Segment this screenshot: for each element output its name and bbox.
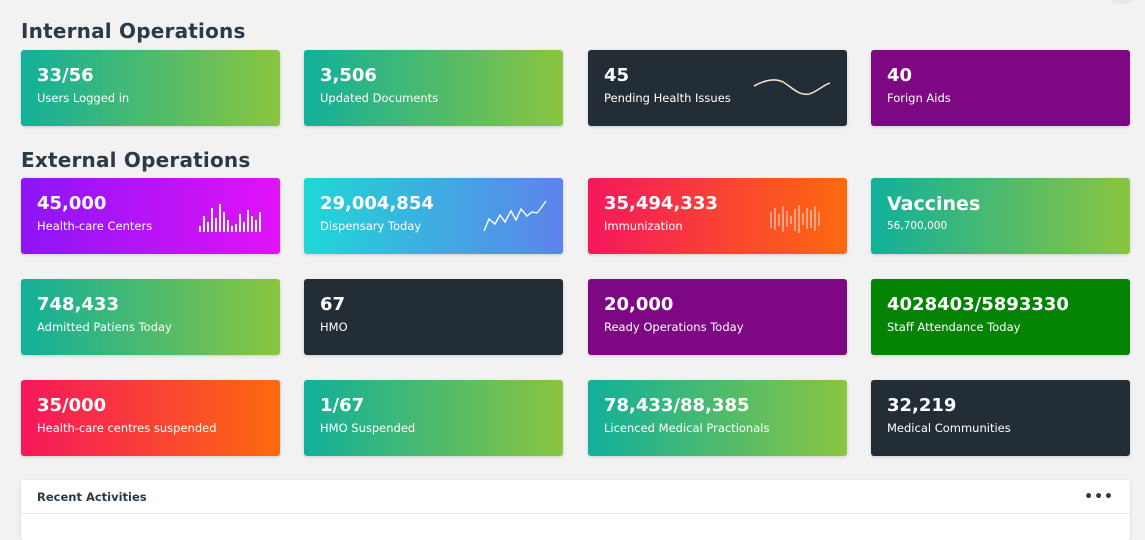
card-value: 35,494,333 (604, 193, 718, 214)
card-value: 3,506 (320, 65, 377, 86)
dispensary-today-card[interactable]: 29,004,854 Dispensary Today (304, 178, 563, 254)
card-label: Licenced Medical Practionals (604, 421, 770, 435)
card-label: Medical Communities (887, 421, 1011, 435)
card-value: 67 (320, 294, 346, 315)
staff-attendance-card[interactable]: 4028403/5893330 Staff Attendance Today (871, 279, 1130, 355)
card-value: 29,004,854 (320, 193, 434, 214)
card-value: 78,433/88,385 (604, 395, 750, 416)
pending-health-issues-card[interactable]: 45 Pending Health Issues (588, 50, 847, 126)
hmo-suspended-card[interactable]: 1/67 HMO Suspended (304, 380, 563, 456)
line-sparkline-icon (483, 200, 547, 232)
admitted-patients-card[interactable]: 748,433 Admitted Patiens Today (21, 279, 280, 355)
card-label: Admitted Patiens Today (37, 320, 172, 334)
card-label: Forign Aids (887, 91, 951, 105)
recent-activities-header: Recent Activities ••• (21, 480, 1130, 514)
card-value: Vaccines (887, 193, 981, 215)
recent-activities-title: Recent Activities (37, 489, 147, 504)
card-label: 56,700,000 (887, 220, 948, 232)
card-label: HMO Suspended (320, 421, 416, 435)
hmo-card[interactable]: 67 HMO (304, 279, 563, 355)
card-label: Immunization (604, 219, 683, 233)
users-logged-in-card[interactable]: 33/56 Users Logged in (21, 50, 280, 126)
licenced-practionals-card[interactable]: 78,433/88,385 Licenced Medical Practiona… (588, 380, 847, 456)
ready-operations-card[interactable]: 20,000 Ready Operations Today (588, 279, 847, 355)
card-value: 33/56 (37, 65, 94, 86)
centres-suspended-card[interactable]: 35/000 Health-care centres suspended (21, 380, 280, 456)
recent-activities-panel: Recent Activities ••• (21, 480, 1130, 540)
health-care-centers-card[interactable]: 45,000 Health-care Centers (21, 178, 280, 254)
card-value: 748,433 (37, 294, 119, 315)
card-value: 45 (604, 65, 630, 86)
card-label: Health-care Centers (37, 219, 153, 233)
card-label: Users Logged in (37, 91, 130, 105)
card-value: 45,000 (37, 193, 107, 214)
sparkline-wave-icon (753, 79, 831, 96)
card-value: 40 (887, 65, 913, 86)
card-label: Health-care centres suspended (37, 421, 217, 435)
card-value: 1/67 (320, 395, 365, 416)
pulse-sparkline-icon (770, 205, 820, 233)
more-horizontal-icon[interactable]: ••• (1084, 488, 1114, 505)
immunization-card[interactable]: 35,494,333 Immunization (588, 178, 847, 254)
card-label: Ready Operations Today (604, 320, 744, 334)
updated-documents-card[interactable]: 3,506 Updated Documents (304, 50, 563, 126)
forign-aids-card[interactable]: 40 Forign Aids (871, 50, 1130, 126)
card-value: 4028403/5893330 (887, 294, 1069, 315)
card-value: 35/000 (37, 395, 107, 416)
medical-communities-card[interactable]: 32,219 Medical Communities (871, 380, 1130, 456)
internal-operations-title: Internal Operations (21, 19, 246, 43)
vaccines-card[interactable]: Vaccines 56,700,000 (871, 178, 1130, 254)
card-label: HMO (320, 320, 348, 334)
card-value: 20,000 (604, 294, 674, 315)
card-label: Pending Health Issues (604, 91, 731, 105)
card-label: Dispensary Today (320, 219, 422, 233)
card-label: Updated Documents (320, 91, 439, 105)
card-label: Staff Attendance Today (887, 320, 1021, 334)
external-operations-title: External Operations (21, 148, 251, 172)
bar-sparkline-icon (199, 204, 261, 232)
card-value: 32,219 (887, 395, 957, 416)
corner-decoration (1107, 0, 1137, 4)
